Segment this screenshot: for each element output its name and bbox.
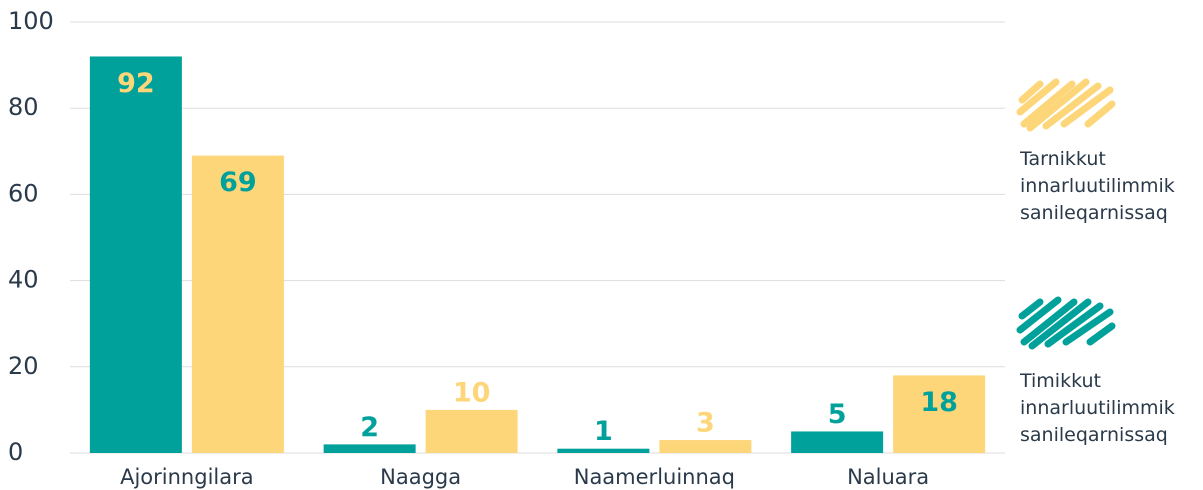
legend-swatch-scribbles	[1016, 78, 1116, 350]
value-label: 69	[219, 167, 257, 198]
bar	[659, 440, 752, 453]
x-tick-label: Naamerluinnaq	[574, 465, 735, 489]
y-tick-label: 80	[8, 93, 39, 121]
y-tick-label: 60	[8, 179, 39, 207]
y-tick-label: 40	[8, 266, 39, 294]
legend-swatch	[1016, 78, 1116, 132]
value-label: 3	[696, 408, 715, 439]
legend-swatch	[1016, 296, 1116, 350]
x-tick-label: Naluara	[847, 465, 929, 489]
value-label: 10	[453, 377, 491, 408]
legend-text: Tarnikkut innarluutilimmik sanileqarniss…	[1020, 148, 1175, 224]
legend-text: Timikkut innarluutilimmik sanileqarnissa…	[1020, 370, 1175, 446]
legend-label: Timikkut innarluutilimmik sanileqarnissa…	[1020, 368, 1203, 449]
bar	[791, 431, 884, 453]
y-tick-label: 0	[8, 438, 23, 466]
legend-label: Tarnikkut innarluutilimmik sanileqarniss…	[1020, 146, 1203, 227]
x-tick-label: Naagga	[380, 465, 461, 489]
bar	[425, 409, 518, 453]
value-label: 1	[594, 416, 613, 447]
value-label: 5	[828, 399, 847, 430]
bar	[191, 155, 284, 454]
x-tick-label: Ajorinngilara	[120, 465, 254, 489]
y-tick-label: 100	[8, 7, 54, 35]
y-tick-label: 20	[8, 352, 39, 380]
value-label: 18	[920, 387, 958, 418]
bar	[557, 448, 650, 453]
bar	[323, 444, 416, 453]
value-label: 2	[360, 412, 379, 443]
bar	[89, 56, 182, 453]
bar	[893, 375, 986, 453]
value-label: 92	[117, 68, 155, 99]
